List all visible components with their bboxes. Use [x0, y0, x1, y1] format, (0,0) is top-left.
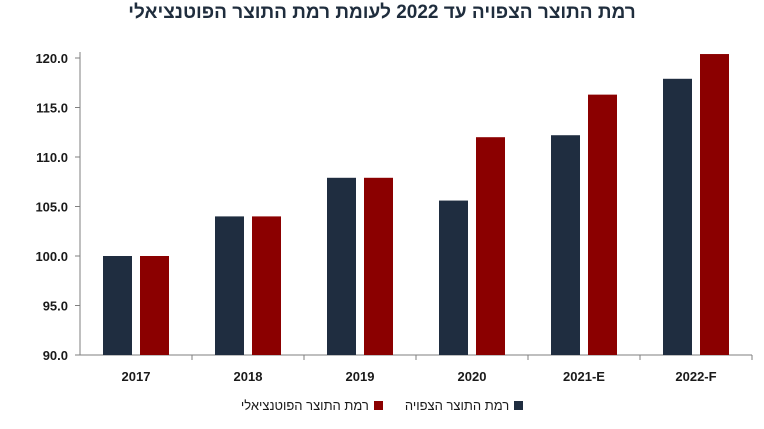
bar-potential: [252, 216, 281, 355]
bar-expected: [327, 177, 356, 355]
legend-swatch-potential: [373, 401, 383, 410]
x-tick-label: 2020: [458, 369, 487, 384]
x-tick-label: 2021-E: [563, 369, 605, 384]
y-tick-label: 95.0: [43, 299, 68, 314]
bar-expected: [103, 256, 132, 355]
legend-label-potential: רמת התוצר הפוטנציאלי: [240, 398, 369, 413]
bar-expected: [663, 78, 692, 355]
y-tick-label: 105.0: [35, 200, 68, 215]
bar-expected: [551, 135, 580, 355]
x-tick-label: 2018: [234, 369, 263, 384]
legend-item-potential: רמת התוצר הפוטנציאלי: [241, 398, 383, 413]
x-tick-label: 2019: [346, 369, 375, 384]
legend-swatch-expected: [514, 401, 524, 410]
legend-item-expected: רמת התוצר הצפויה: [404, 398, 524, 413]
y-tick-label: 110.0: [36, 150, 68, 165]
y-tick-label: 90.0: [43, 348, 68, 363]
y-tick-label: 115.0: [36, 101, 68, 116]
bar-expected: [215, 216, 244, 355]
bar-potential: [588, 94, 617, 355]
y-tick-label: 120.0: [35, 51, 68, 66]
bar-expected: [439, 200, 468, 355]
bar-potential: [476, 137, 505, 355]
bar-potential: [364, 177, 393, 355]
legend: רמת התוצר הצפויה רמת התוצר הפוטנציאלי: [0, 398, 764, 413]
y-tick-label: 100.0: [35, 249, 68, 264]
x-tick-label: 2022-F: [675, 369, 716, 384]
legend-label-expected: רמת התוצר הצפויה: [404, 398, 510, 413]
bar-potential: [700, 54, 729, 355]
chart-title: רמת התוצר הצפויה עד 2022 לעומת רמת התוצר…: [128, 2, 636, 23]
x-tick-label: 2017: [122, 369, 151, 384]
bar-potential: [140, 256, 169, 355]
